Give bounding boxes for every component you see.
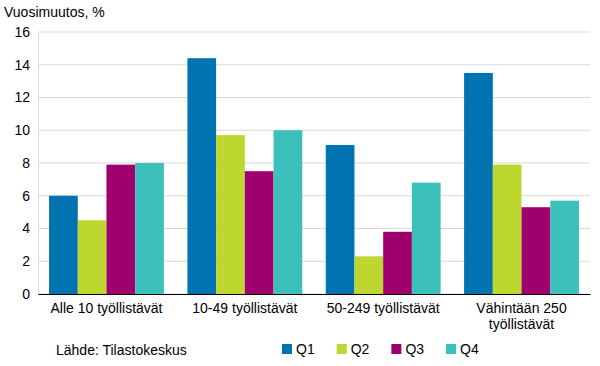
y-tick-label: 4: [22, 220, 30, 236]
bar: [106, 165, 135, 294]
y-tick: 2: [22, 253, 38, 269]
x-axis-line: [39, 294, 591, 295]
legend-item: Q1: [282, 341, 315, 357]
grid-line: [38, 163, 590, 164]
y-tick-label: 8: [22, 155, 30, 171]
bar: [78, 220, 107, 294]
x-tick: 50-249 työllistävät: [327, 294, 440, 316]
legend-swatch: [391, 344, 401, 354]
bar-series: [135, 130, 579, 294]
x-tick: 10-49 työllistävät: [192, 294, 297, 316]
legend-item: Q3: [391, 341, 424, 357]
legend-label: Q1: [296, 341, 315, 357]
bar: [383, 232, 412, 294]
bar: [274, 130, 303, 294]
bar: [493, 165, 522, 294]
grid-line: [38, 64, 590, 65]
y-tick-label: 12: [14, 89, 30, 105]
bar: [187, 58, 216, 294]
legend-swatch: [446, 344, 456, 354]
bar-series: [49, 58, 493, 294]
y-tick-label: 0: [22, 286, 30, 302]
legend: Q1 Q2 Q3 Q4: [282, 341, 479, 357]
y-tick: 8: [22, 155, 38, 171]
bar: [49, 196, 78, 294]
x-tick-label: Alle 10 työllistävät: [50, 300, 162, 316]
x-tick-label: 10-49 työllistävät: [192, 300, 297, 316]
source-note: Lähde: Tilastokeskus: [56, 342, 187, 358]
grid-line: [38, 32, 590, 33]
x-tick: Vähintään 250työllistävät: [476, 294, 567, 332]
legend-item: Q4: [446, 341, 479, 357]
x-axis: Alle 10 työllistävät 10-49 työllistävät 50…: [39, 294, 591, 332]
plot-area: 0 2 4 6 8 10 12 14 16 Alle 10 työllistävät 10-49 t…: [14, 24, 590, 332]
y-tick-label: 6: [22, 188, 30, 204]
legend-swatch: [282, 344, 292, 354]
grid: [38, 32, 590, 294]
bar: [522, 207, 551, 294]
y-tick-label: 14: [14, 57, 30, 73]
y-tick: 4: [22, 220, 38, 236]
x-tick-label: Vähintään 250työllistävät: [476, 300, 567, 332]
y-tick: 0: [22, 286, 38, 302]
legend-label: Q2: [351, 341, 370, 357]
grid-line: [38, 130, 590, 131]
y-axis-title: Vuosimuutos, %: [4, 4, 105, 20]
bar: [135, 163, 164, 294]
bar: [216, 135, 245, 294]
legend-label: Q4: [460, 341, 479, 357]
bar: [245, 171, 274, 294]
legend-label: Q3: [405, 341, 424, 357]
y-tick-label: 10: [14, 122, 30, 138]
chart: 0 2 4 6 8 10 12 14 16 Alle 10 työllistävät 10-49 t…: [0, 0, 600, 366]
bars: [49, 58, 579, 294]
y-tick: 16: [14, 24, 38, 40]
y-tick-label: 2: [22, 253, 30, 269]
legend-item: Q2: [337, 341, 370, 357]
y-tick: 14: [14, 57, 38, 73]
y-axis: 0 2 4 6 8 10 12 14 16: [14, 24, 38, 302]
y-tick: 10: [14, 122, 38, 138]
y-axis-line: [38, 33, 39, 295]
y-tick: 12: [14, 89, 38, 105]
grid-line: [38, 97, 590, 98]
x-tick: Alle 10 työllistävät: [50, 294, 162, 316]
x-tick-label: 50-249 työllistävät: [327, 300, 440, 316]
bar: [550, 201, 579, 294]
bar: [326, 145, 355, 294]
y-tick-label: 16: [14, 24, 30, 40]
bar: [464, 73, 493, 294]
y-tick: 6: [22, 188, 38, 204]
bar: [412, 183, 441, 294]
bar-series: [106, 165, 550, 294]
legend-swatch: [337, 344, 347, 354]
bar: [354, 256, 383, 294]
